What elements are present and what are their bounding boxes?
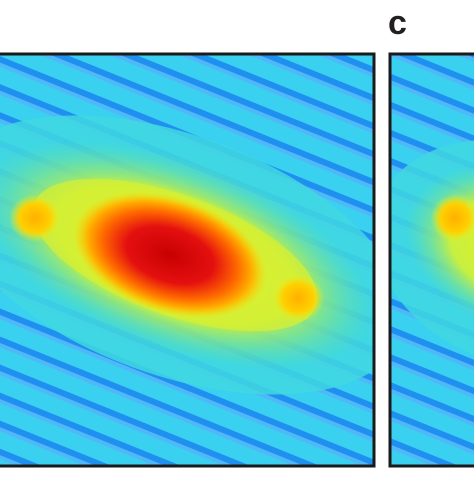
panel-frame (388, 52, 474, 468)
heatmap-left (0, 54, 374, 466)
heatmap-right (390, 54, 474, 466)
panel-label: c (388, 4, 407, 42)
panel-frame (0, 52, 376, 468)
